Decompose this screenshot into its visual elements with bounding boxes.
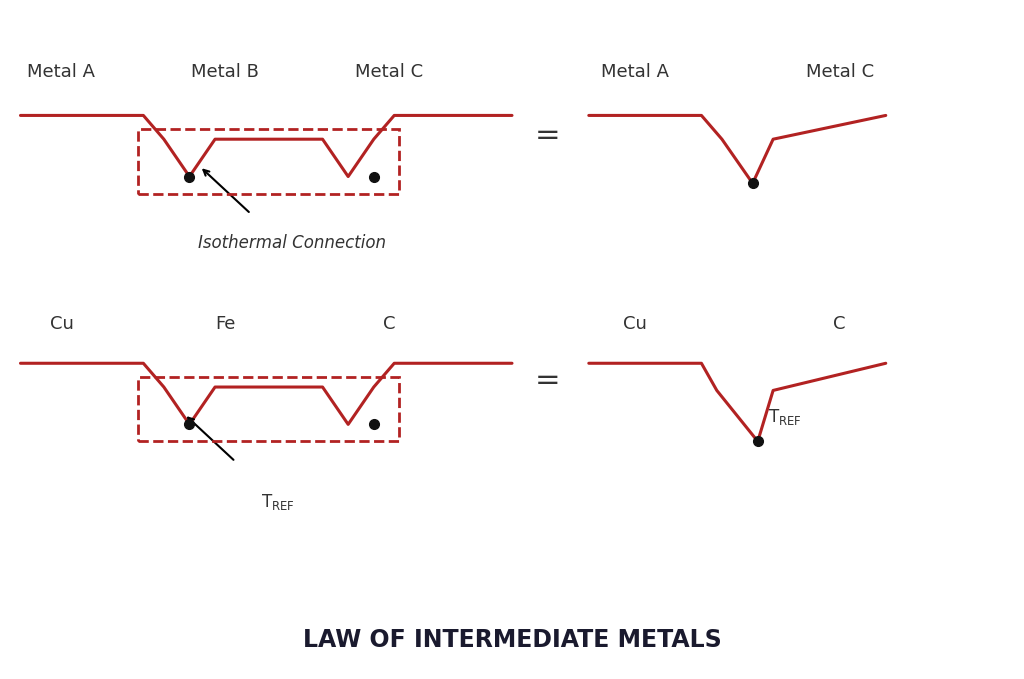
Text: Cu: Cu bbox=[49, 314, 74, 333]
Text: =: = bbox=[535, 366, 561, 394]
Text: T$_{\rm REF}$: T$_{\rm REF}$ bbox=[261, 492, 295, 512]
Text: Metal A: Metal A bbox=[28, 63, 95, 81]
Text: C: C bbox=[834, 314, 846, 333]
Text: =: = bbox=[535, 122, 561, 150]
Text: Metal A: Metal A bbox=[601, 63, 669, 81]
Text: Metal B: Metal B bbox=[191, 63, 259, 81]
Text: Metal C: Metal C bbox=[355, 63, 423, 81]
Text: T$_{\rm REF}$: T$_{\rm REF}$ bbox=[768, 407, 802, 427]
Text: Cu: Cu bbox=[623, 314, 647, 333]
Text: Metal C: Metal C bbox=[806, 63, 873, 81]
Text: LAW OF INTERMEDIATE METALS: LAW OF INTERMEDIATE METALS bbox=[303, 628, 721, 652]
Text: Fe: Fe bbox=[215, 314, 236, 333]
Text: Isothermal Connection: Isothermal Connection bbox=[198, 234, 386, 253]
Text: C: C bbox=[383, 314, 395, 333]
